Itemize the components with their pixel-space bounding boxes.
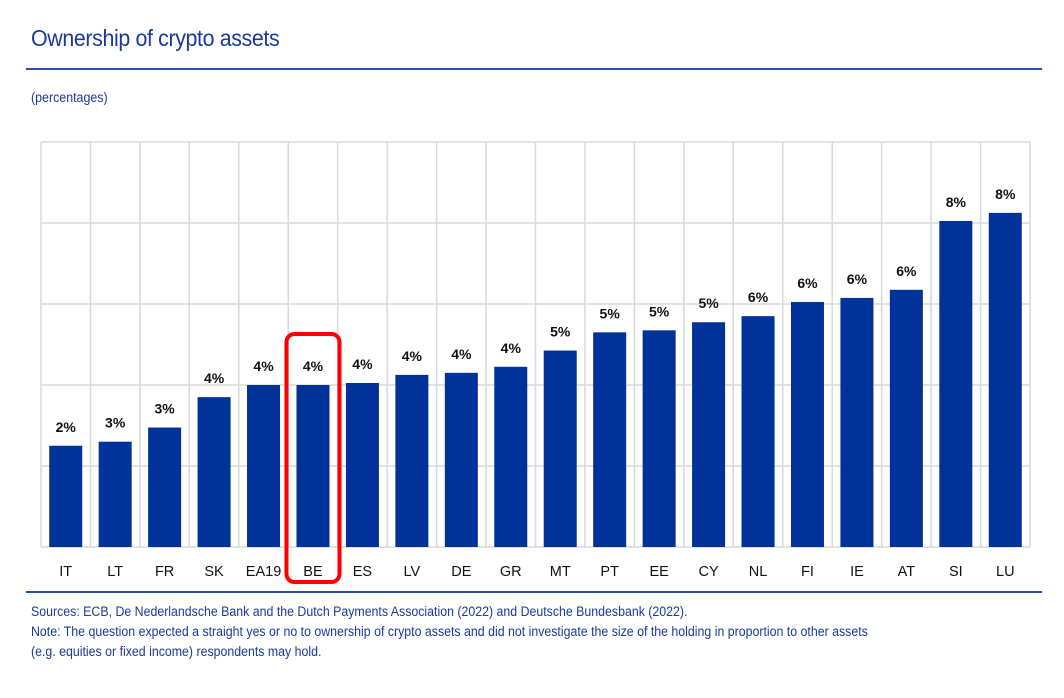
data-label-cy: 5%	[698, 295, 719, 311]
sources-text: Sources: ECB, De Nederlandsche Bank and …	[31, 604, 688, 619]
data-label-si: 8%	[946, 194, 967, 210]
bar-chart: 2% 3% 3% 4% 4% 4% 4% 4% 4% 4% 5% 5% 5% 5% 6% 6% 6% 6% 8% 8%…	[40, 141, 1031, 584]
bar-lv	[395, 374, 429, 547]
data-label-es: 4%	[352, 356, 373, 372]
bar-lt	[98, 441, 132, 547]
bar-es	[345, 382, 379, 547]
data-label-ee: 5%	[649, 303, 670, 319]
bar-sk	[197, 397, 231, 547]
data-label-nl: 6%	[748, 289, 769, 305]
data-label-lt: 3%	[105, 415, 126, 431]
bar-be	[296, 385, 330, 547]
data-label-at: 6%	[896, 263, 917, 279]
x-tick-label-fr: FR	[155, 564, 174, 580]
x-tick-label-mt: MT	[550, 564, 571, 580]
data-label-be: 4%	[303, 358, 324, 374]
chart-bars	[49, 212, 1022, 547]
bar-nl	[741, 316, 775, 547]
highlight-box-be	[284, 332, 342, 584]
x-tick-label-de: DE	[451, 564, 471, 580]
bar-gr	[494, 366, 528, 547]
x-tick-label-be: BE	[303, 564, 323, 580]
bar-at	[889, 289, 923, 547]
x-tick-label-lu: LU	[996, 564, 1015, 580]
chart-x-tick-labels: IT LT FR SK EA19 BE ES LV DE GR MT PT EE CY NL FI IE AT SI…	[59, 564, 1014, 580]
data-label-fr: 3%	[155, 401, 176, 417]
bar-mt	[543, 350, 577, 547]
x-tick-label-fi: FI	[801, 564, 814, 580]
x-tick-label-it: IT	[59, 564, 72, 580]
footer-divider	[26, 591, 1042, 593]
bar-ie	[840, 297, 874, 547]
x-tick-label-gr: GR	[500, 564, 522, 580]
bar-fr	[148, 427, 182, 547]
data-label-fi: 6%	[797, 275, 818, 291]
data-label-gr: 4%	[501, 340, 522, 356]
data-label-ea19: 4%	[253, 358, 274, 374]
x-tick-label-at: AT	[898, 564, 916, 580]
x-tick-label-sk: SK	[204, 564, 224, 580]
data-label-de: 4%	[451, 346, 472, 362]
bar-ea19	[247, 385, 281, 547]
bar-si	[939, 220, 973, 547]
bar-lu	[988, 212, 1022, 547]
data-label-mt: 5%	[550, 324, 571, 340]
x-tick-label-si: SI	[949, 564, 963, 580]
data-label-it: 2%	[56, 419, 77, 435]
x-tick-label-lv: LV	[404, 564, 421, 580]
x-tick-label-es: ES	[353, 564, 372, 580]
x-tick-label-nl: NL	[749, 564, 768, 580]
x-tick-label-ie: IE	[850, 564, 864, 580]
header-divider	[26, 68, 1042, 70]
bar-it	[49, 445, 83, 547]
chart-data-labels: 2% 3% 3% 4% 4% 4% 4% 4% 4% 4% 5% 5% 5% 5% 6% 6% 6% 6% 8% 8%	[56, 186, 1016, 435]
note-text-line1: Note: The question expected a straight y…	[31, 624, 868, 639]
bar-pt	[593, 332, 627, 547]
chart-grid	[40, 141, 1031, 548]
x-tick-label-pt: PT	[600, 564, 619, 580]
data-label-lv: 4%	[402, 348, 423, 364]
chart-title: Ownership of crypto assets	[31, 25, 280, 51]
bar-ee	[642, 330, 676, 547]
x-tick-label-ee: EE	[649, 564, 669, 580]
bar-cy	[692, 322, 726, 547]
chart-subtitle: (percentages)	[31, 90, 108, 105]
chart-highlight	[284, 332, 342, 584]
bar-de	[444, 372, 478, 547]
x-tick-label-cy: CY	[698, 564, 718, 580]
bar-fi	[790, 301, 824, 547]
data-label-lu: 8%	[995, 186, 1016, 202]
x-tick-label-lt: LT	[107, 564, 123, 580]
data-label-sk: 4%	[204, 370, 225, 386]
x-tick-label-ea19: EA19	[246, 564, 281, 580]
note-text-line2: (e.g. equities or fixed income) responde…	[31, 644, 322, 659]
data-label-pt: 5%	[600, 305, 621, 321]
data-label-ie: 6%	[847, 271, 868, 287]
